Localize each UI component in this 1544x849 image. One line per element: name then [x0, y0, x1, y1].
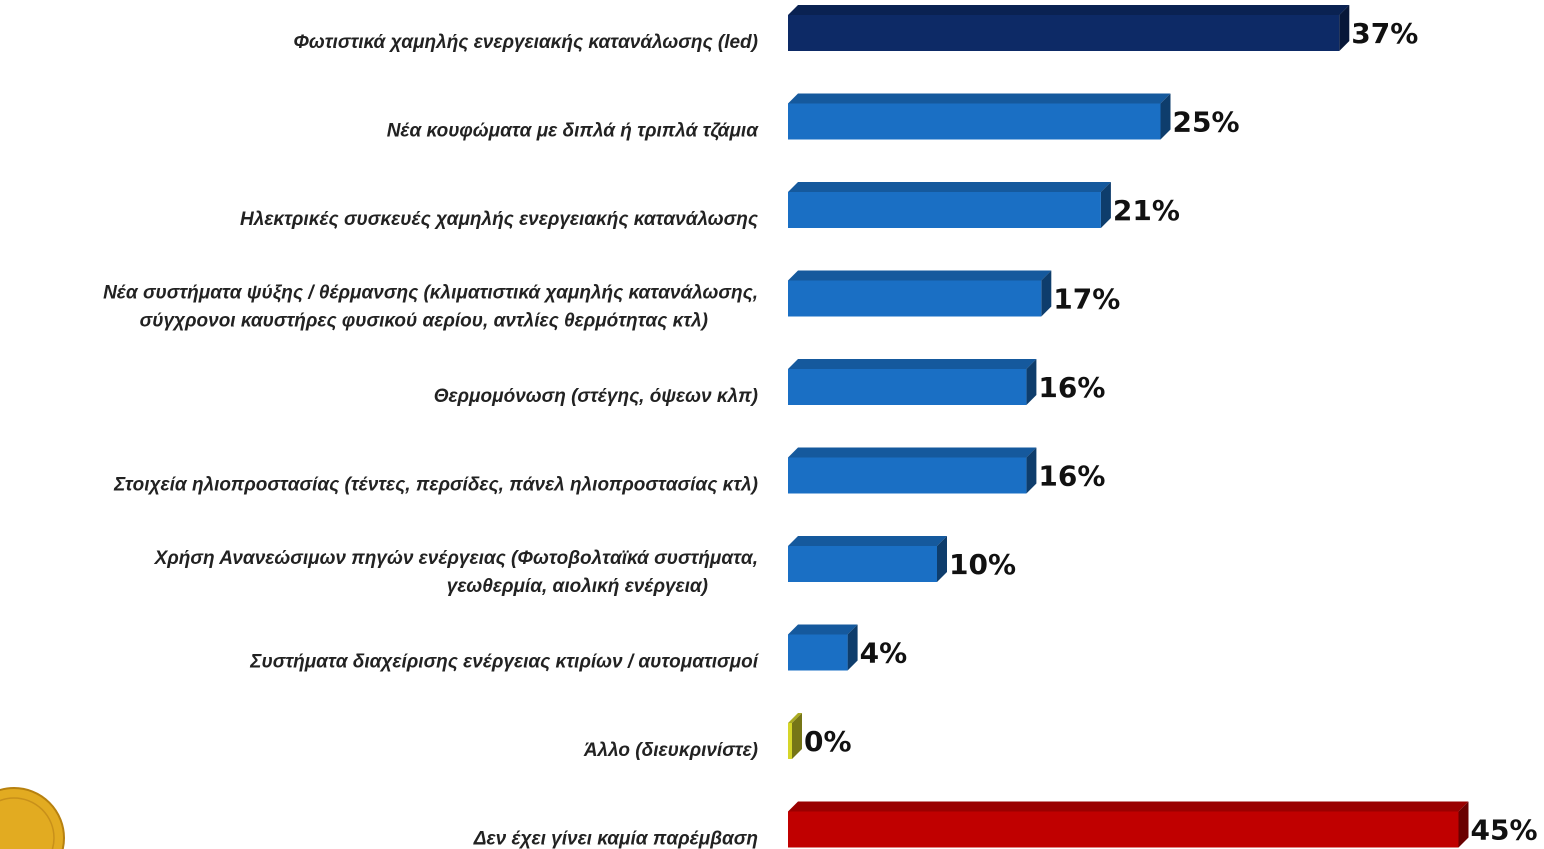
category-label: Δεν έχει γίνει καμία παρέμβαση: [473, 829, 758, 849]
category-label: Στοιχεία ηλιοπροστασίας (τέντες, περσίδε…: [113, 475, 758, 496]
category-label: Συστήματα διαχείρισης ενέργειας κτιρίων …: [249, 652, 759, 673]
category-label: Άλλο (διευκρινίστε): [583, 740, 758, 761]
bar-side-face: [1041, 270, 1052, 317]
bar-side-face: [792, 713, 802, 759]
value-label: 16%: [1038, 460, 1105, 493]
bar-side-face: [1339, 5, 1350, 51]
bar-side-face: [1026, 447, 1037, 494]
bar-6: [788, 447, 1037, 494]
bar-top-face: [788, 713, 802, 723]
seal-logo: [0, 787, 65, 849]
value-label: 10%: [949, 548, 1016, 581]
category-label: Νέα κουφώματα με διπλά ή τριπλά τζάμια: [387, 121, 760, 142]
value-label: 4%: [860, 637, 908, 670]
bar-front-face: [788, 103, 1161, 140]
bar-side-face: [1458, 801, 1469, 848]
value-label: 17%: [1053, 283, 1120, 316]
bar-side-face: [1100, 182, 1111, 228]
bar-top-face: [788, 447, 1037, 458]
bar-front-face: [788, 723, 792, 759]
bar-3: [788, 182, 1111, 228]
bar-front-face: [788, 280, 1042, 317]
bar-1: [788, 5, 1350, 51]
bar-4: [788, 270, 1052, 317]
bar-side-face: [1026, 359, 1037, 405]
bar-top-face: [788, 359, 1037, 369]
category-label: Φωτιστικά χαμηλής ενεργειακής κατανάλωση…: [293, 32, 758, 53]
value-label: 37%: [1351, 17, 1418, 50]
category-label: Θερμομόνωση (στέγης, όψεων κλπ): [434, 386, 758, 407]
bar-front-face: [788, 369, 1027, 405]
bar-top-face: [788, 624, 858, 635]
value-label: 16%: [1038, 371, 1105, 404]
bar-5: [788, 359, 1037, 405]
category-label: Νέα συστήματα ψύξης / θέρμανσης (κλιματι…: [103, 283, 758, 332]
bar-front-face: [788, 15, 1340, 51]
bar-top-face: [788, 182, 1111, 192]
bar-front-face: [788, 192, 1101, 228]
bar-front-face: [788, 546, 937, 582]
category-labels-group: Φωτιστικά χαμηλής ενεργειακής κατανάλωση…: [103, 32, 760, 849]
bar-9: [788, 713, 802, 759]
category-label: Χρήση Ανανεώσιμων πηγών ενέργειας (Φωτοβ…: [154, 548, 758, 597]
bar-top-face: [788, 270, 1052, 281]
bar-2: [788, 93, 1171, 140]
bar-side-face: [1160, 93, 1171, 140]
bar-top-face: [788, 93, 1171, 104]
bar-side-face: [937, 536, 947, 582]
bar-10: [788, 801, 1469, 848]
bar-side-face: [847, 624, 858, 671]
value-labels-group: 37% 25% 21% 17% 16% 16% 10% 4% 0% 45%: [804, 17, 1538, 847]
bar-7: [788, 536, 947, 582]
value-label: 0%: [804, 725, 852, 758]
category-label: Ηλεκτρικές συσκευές χαμηλής ενεργειακής …: [240, 209, 759, 230]
value-label: 21%: [1113, 194, 1180, 227]
bar-front-face: [788, 811, 1459, 848]
bars-group: [788, 5, 1469, 848]
bar-top-face: [788, 5, 1350, 15]
bar-8: [788, 624, 858, 671]
bar-front-face: [788, 634, 848, 671]
value-label: 45%: [1471, 814, 1538, 847]
bar-top-face: [788, 801, 1469, 812]
bar-front-face: [788, 457, 1027, 494]
value-label: 25%: [1173, 106, 1240, 139]
bar-top-face: [788, 536, 947, 546]
